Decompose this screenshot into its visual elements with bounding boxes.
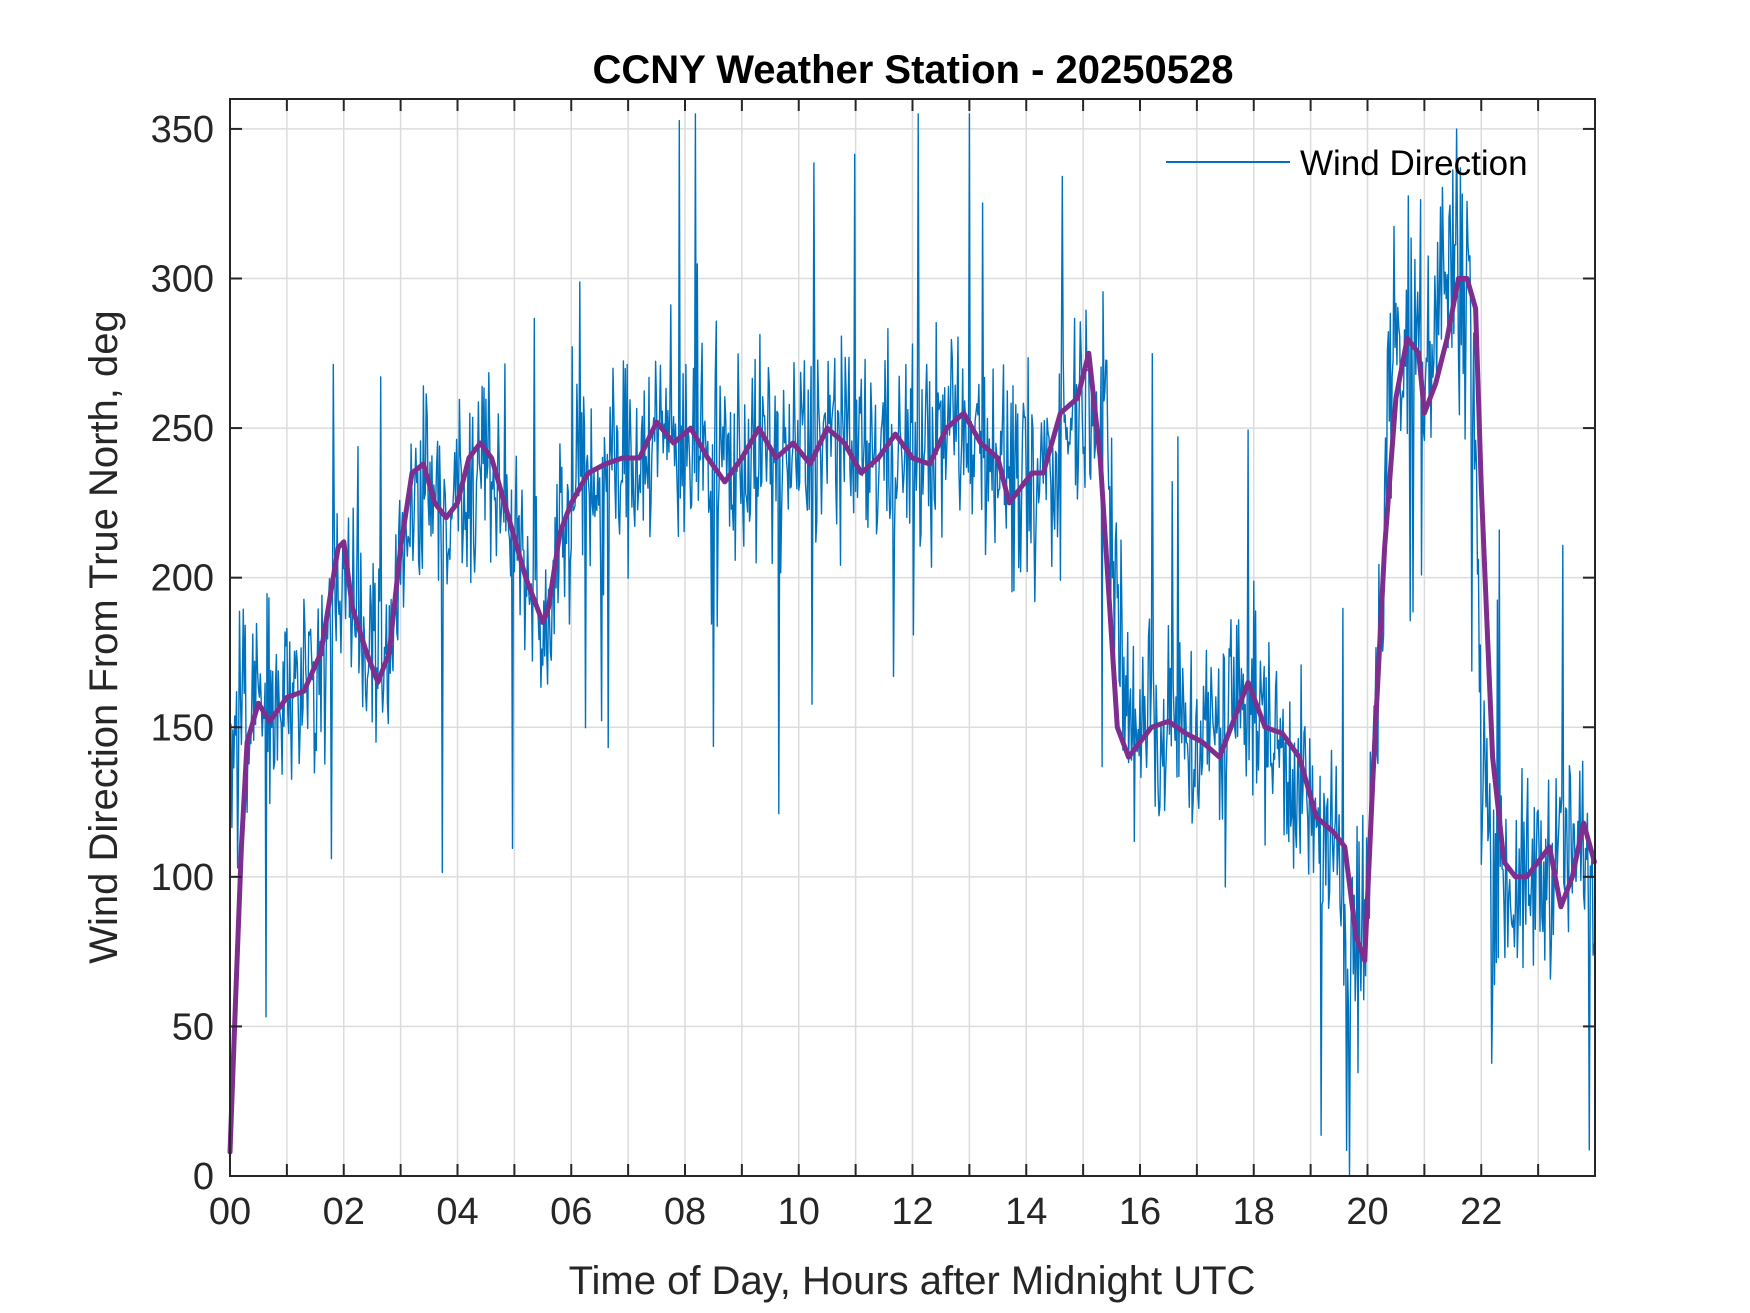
y-tick-labels: 0 50 100 150 200 250 300 350	[151, 109, 214, 1198]
x-tick-label: 18	[1233, 1191, 1275, 1233]
y-tick-label: 200	[151, 558, 214, 600]
y-tick-label: 0	[193, 1156, 214, 1198]
line-running-mean	[227, 276, 1597, 1155]
series-running-mean	[227, 276, 1597, 1155]
series-wind-direction	[229, 113, 1595, 1177]
y-tick-label: 100	[151, 857, 214, 899]
legend-label-wind-direction: Wind Direction	[1300, 144, 1528, 183]
x-tick-label: 02	[323, 1191, 365, 1233]
y-axis-label: Wind Direction From True North, deg	[82, 310, 126, 964]
x-tick-label: 06	[550, 1191, 592, 1233]
x-tick-label: 04	[436, 1191, 478, 1233]
y-tick-label: 150	[151, 707, 214, 749]
line-wind-direction	[229, 113, 1595, 1177]
legend: Wind Direction	[1166, 144, 1528, 183]
y-tick-label: 250	[151, 408, 214, 450]
axis-ticks	[230, 99, 1595, 1177]
x-tick-labels: 00 02 04 06 08 10 12 14 16 18 20 22	[209, 1191, 1503, 1233]
x-tick-label: 22	[1460, 1191, 1502, 1233]
x-tick-label: 00	[209, 1191, 251, 1233]
chart-title: CCNY Weather Station - 20250528	[593, 48, 1234, 92]
y-tick-label: 50	[172, 1006, 214, 1048]
grid-lines	[230, 99, 1595, 1176]
y-tick-label: 350	[151, 109, 214, 151]
x-tick-label: 12	[891, 1191, 933, 1233]
x-tick-label: 14	[1005, 1191, 1047, 1233]
x-tick-label: 20	[1346, 1191, 1388, 1233]
x-tick-label: 16	[1119, 1191, 1161, 1233]
x-axis-label: Time of Day, Hours after Midnight UTC	[569, 1259, 1256, 1303]
x-tick-label: 08	[664, 1191, 706, 1233]
x-tick-label: 10	[778, 1191, 820, 1233]
y-tick-label: 300	[151, 259, 214, 301]
